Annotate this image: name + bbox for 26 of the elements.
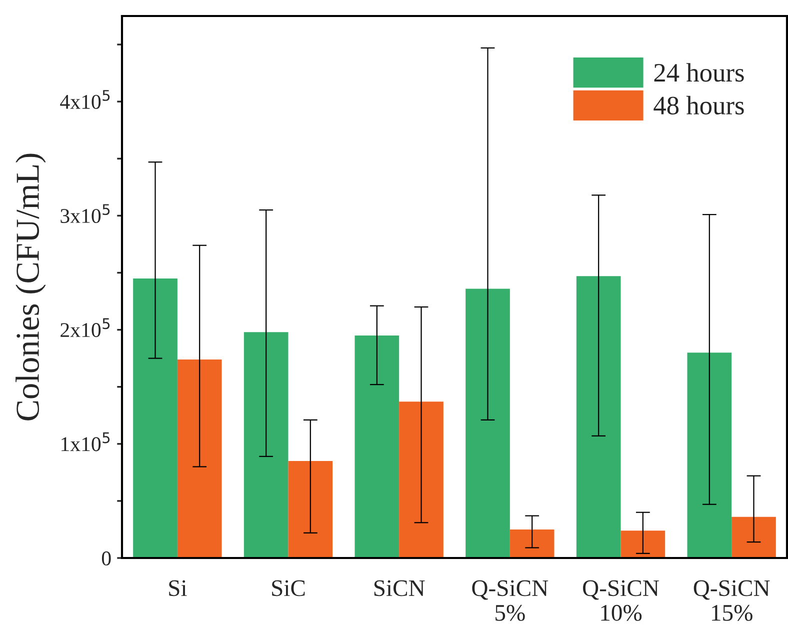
bar (576, 276, 621, 558)
bar (354, 335, 400, 558)
bar (244, 332, 288, 558)
legend-label: 24 hours (654, 63, 744, 82)
bar (620, 530, 666, 558)
bar (687, 352, 732, 558)
y-axis-title: Colonies (CFU/mL) (16, 154, 46, 420)
legend-label: 48 hours (654, 96, 744, 115)
bar (466, 288, 510, 558)
x-tick-label: SiCN (374, 580, 425, 596)
bar (133, 278, 178, 558)
x-tick-label: Q-SiCN 10% (583, 580, 659, 621)
bar (288, 461, 333, 558)
x-tick-label: Si (169, 580, 187, 596)
bar (510, 529, 554, 558)
x-tick-label: Q-SiCN 15% (694, 580, 770, 621)
bar (399, 402, 444, 558)
y-tick-label: 2x10$^{5}$ (60, 318, 110, 338)
bar (732, 516, 776, 558)
x-tick-label: SiC (272, 580, 305, 596)
y-tick-label: 3x10$^{5}$ (60, 204, 110, 224)
y-tick-label: 0 (102, 551, 111, 566)
bar (177, 359, 222, 558)
y-tick-label: 1x10$^{5}$ (62, 432, 110, 452)
y-tick-label: 4x10$^{5}$ (60, 90, 110, 109)
x-tick-label: Q-SiCN 5% (472, 580, 548, 621)
